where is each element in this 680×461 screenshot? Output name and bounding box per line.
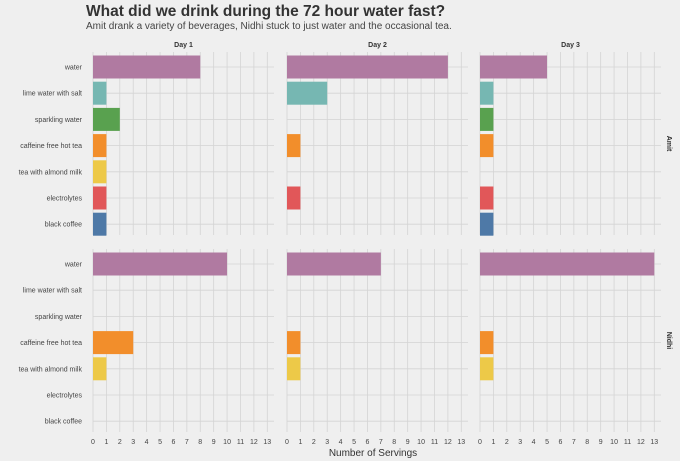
- x-tick-label: 2: [118, 439, 122, 446]
- x-tick-label: 1: [491, 439, 495, 446]
- category-label-amit-black-coffee: black coffee: [45, 222, 82, 229]
- x-tick-label: 5: [158, 439, 162, 446]
- bar-nidhi-day-1-caffeine-free-hot-tea: [93, 331, 134, 355]
- bar-amit-day-2-lime-water-with-salt: [287, 81, 328, 105]
- bar-nidhi-day-2-tea-with-almond-milk: [287, 357, 301, 381]
- bar-amit-day-3-sparkling-water: [480, 107, 494, 131]
- bar-nidhi-day-2-water: [287, 252, 381, 276]
- bar-amit-day-3-electrolytes: [480, 186, 494, 210]
- x-tick-label: 7: [572, 439, 576, 446]
- category-label-nidhi-caffeine-free-hot-tea: caffeine free hot tea: [20, 340, 82, 347]
- category-label-amit-water: water: [64, 65, 83, 72]
- x-tick-label: 13: [650, 439, 658, 446]
- x-tick-label: 12: [250, 439, 258, 446]
- x-tick-label: 6: [171, 439, 175, 446]
- category-label-nidhi-water: water: [64, 262, 83, 269]
- bar-amit-day-1-tea-with-almond-milk: [93, 160, 107, 184]
- x-tick-label: 0: [478, 439, 482, 446]
- x-tick-label: 8: [198, 439, 202, 446]
- category-label-amit-caffeine-free-hot-tea: caffeine free hot tea: [20, 143, 82, 150]
- bar-amit-day-1-caffeine-free-hot-tea: [93, 134, 107, 158]
- x-tick-label: 6: [365, 439, 369, 446]
- x-tick-label: 6: [558, 439, 562, 446]
- category-label-nidhi-tea-with-almond-milk: tea with almond milk: [19, 366, 83, 373]
- x-tick-label: 1: [104, 439, 108, 446]
- x-axis-title: Number of Servings: [329, 448, 417, 459]
- bar-amit-day-3-black-coffee: [480, 212, 494, 236]
- x-tick-label: 10: [223, 439, 231, 446]
- column-strip-day-3: Day 3: [561, 42, 580, 49]
- bar-amit-day-1-electrolytes: [93, 186, 107, 210]
- x-tick-label: 3: [131, 439, 135, 446]
- bar-nidhi-day-3-water: [480, 252, 655, 276]
- x-tick-label: 4: [145, 439, 149, 446]
- bar-nidhi-day-3-tea-with-almond-milk: [480, 357, 494, 381]
- chart-subtitle: Amit drank a variety of beverages, Nidhi…: [86, 21, 452, 32]
- x-tick-label: 0: [285, 439, 289, 446]
- bar-amit-day-2-water: [287, 55, 448, 79]
- category-label-nidhi-sparkling-water: sparkling water: [35, 314, 83, 321]
- category-label-nidhi-electrolytes: electrolytes: [47, 393, 83, 400]
- column-strip-day-2: Day 2: [368, 42, 387, 49]
- x-tick-label: 11: [431, 439, 438, 446]
- category-label-amit-sparkling-water: sparkling water: [35, 117, 83, 124]
- bar-amit-day-3-caffeine-free-hot-tea: [480, 134, 494, 158]
- category-label-amit-lime-water-with-salt: lime water with salt: [23, 91, 82, 98]
- category-label-amit-tea-with-almond-milk: tea with almond milk: [19, 169, 83, 176]
- x-tick-label: 3: [325, 439, 329, 446]
- bar-amit-day-2-caffeine-free-hot-tea: [287, 134, 301, 158]
- column-strip-day-1: Day 1: [174, 42, 193, 49]
- category-label-nidhi-lime-water-with-salt: lime water with salt: [23, 288, 82, 295]
- row-strip-amit: Amit: [665, 136, 672, 152]
- x-tick-label: 9: [599, 439, 603, 446]
- x-tick-label: 10: [417, 439, 425, 446]
- bar-amit-day-1-water: [93, 55, 201, 79]
- bar-amit-day-3-water: [480, 55, 548, 79]
- x-tick-label: 1: [298, 439, 302, 446]
- x-tick-label: 3: [518, 439, 522, 446]
- x-tick-label: 12: [637, 439, 645, 446]
- x-tick-label: 4: [339, 439, 343, 446]
- bar-amit-day-2-electrolytes: [287, 186, 301, 210]
- x-tick-label: 12: [444, 439, 452, 446]
- x-tick-label: 10: [610, 439, 618, 446]
- x-tick-label: 2: [312, 439, 316, 446]
- x-tick-label: 2: [505, 439, 509, 446]
- x-tick-label: 11: [237, 439, 244, 446]
- x-tick-label: 7: [185, 439, 189, 446]
- x-tick-label: 5: [545, 439, 549, 446]
- x-tick-label: 8: [392, 439, 396, 446]
- x-tick-label: 13: [457, 439, 465, 446]
- x-tick-label: 0: [91, 439, 95, 446]
- bar-nidhi-day-2-caffeine-free-hot-tea: [287, 331, 301, 355]
- x-tick-label: 8: [585, 439, 589, 446]
- bar-amit-day-1-black-coffee: [93, 212, 107, 236]
- category-label-amit-electrolytes: electrolytes: [47, 196, 83, 203]
- x-tick-label: 11: [624, 439, 631, 446]
- bar-nidhi-day-1-water: [93, 252, 228, 276]
- x-tick-label: 13: [263, 439, 271, 446]
- chart-title: What did we drink during the 72 hour wat…: [86, 3, 446, 20]
- bar-amit-day-1-lime-water-with-salt: [93, 81, 107, 105]
- bar-amit-day-1-sparkling-water: [93, 107, 120, 131]
- x-tick-label: 9: [212, 439, 216, 446]
- category-label-nidhi-black-coffee: black coffee: [45, 419, 82, 426]
- x-tick-label: 9: [406, 439, 410, 446]
- x-tick-label: 4: [532, 439, 536, 446]
- x-tick-label: 7: [379, 439, 383, 446]
- bar-nidhi-day-1-tea-with-almond-milk: [93, 357, 107, 381]
- bar-amit-day-3-lime-water-with-salt: [480, 81, 494, 105]
- x-tick-label: 5: [352, 439, 356, 446]
- bar-nidhi-day-3-caffeine-free-hot-tea: [480, 331, 494, 355]
- row-strip-nidhi: Nidhi: [665, 332, 672, 350]
